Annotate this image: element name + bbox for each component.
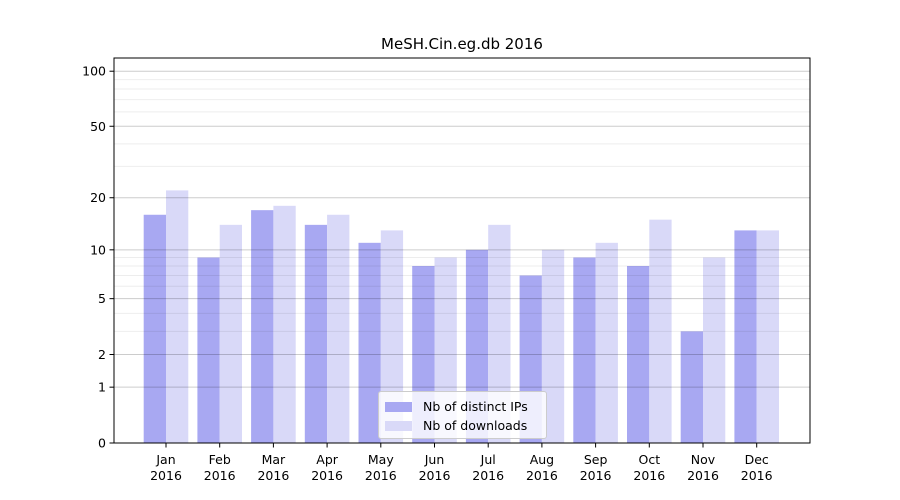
x-tick-label-year-apr: 2016 (311, 468, 343, 483)
x-tick-label-year-sep: 2016 (580, 468, 612, 483)
y-tick-label-20: 20 (90, 190, 106, 205)
y-tick-label-10: 10 (90, 242, 106, 257)
bar-distinct-ips-mar (251, 210, 274, 443)
x-tick-label-year-feb: 2016 (204, 468, 236, 483)
x-tick-label-month-feb: Feb (209, 452, 231, 467)
bar-downloads-mar (273, 205, 296, 443)
x-tick-label-year-oct: 2016 (633, 468, 665, 483)
x-tick-label-month-jun: Jun (424, 452, 445, 467)
bar-downloads-dec (756, 230, 779, 443)
legend-swatch-distinct-ips (385, 401, 412, 412)
x-tick-label-month-jul: Jul (480, 452, 496, 467)
y-tick-label-2: 2 (98, 347, 106, 362)
y-tick-label-5: 5 (98, 291, 106, 306)
x-tick-label-month-sep: Sep (584, 452, 608, 467)
x-tick-label-year-nov: 2016 (687, 468, 719, 483)
legend-swatch-downloads (385, 420, 412, 431)
x-tick-label-month-may: May (368, 452, 394, 467)
bar-downloads-nov (703, 257, 726, 443)
legend: Nb of distinct IPs Nb of downloads (378, 391, 547, 439)
y-tick-label-100: 100 (82, 64, 106, 79)
legend-item-downloads: Nb of downloads (385, 416, 538, 435)
legend-label-downloads: Nb of downloads (423, 418, 528, 433)
x-tick-label-year-jan: 2016 (150, 468, 182, 483)
bar-distinct-ips-may (358, 242, 381, 443)
x-tick-label-year-mar: 2016 (257, 468, 289, 483)
x-tick-label-year-dec: 2016 (741, 468, 773, 483)
x-tick-label-year-may: 2016 (365, 468, 397, 483)
bar-distinct-ips-oct (627, 265, 650, 443)
x-tick-label-month-apr: Apr (316, 452, 338, 467)
x-tick-label-year-jun: 2016 (419, 468, 451, 483)
bar-downloads-apr (327, 214, 350, 443)
bar-distinct-ips-apr (304, 224, 328, 443)
bar-downloads-jul (488, 224, 511, 443)
x-tick-label-month-oct: Oct (638, 452, 660, 467)
bar-downloads-may (380, 230, 404, 443)
y-tick-label-1: 1 (98, 380, 106, 395)
bar-distinct-ips-nov (680, 331, 703, 443)
plot-frame (113, 57, 811, 444)
bar-downloads-jan (166, 190, 189, 443)
bar-downloads-oct (649, 219, 672, 443)
x-tick-label-month-dec: Dec (745, 452, 769, 467)
legend-item-distinct-ips: Nb of distinct IPs (385, 397, 538, 416)
x-tick-label-month-aug: Aug (530, 452, 554, 467)
bar-distinct-ips-feb (197, 257, 220, 443)
legend-label-distinct-ips: Nb of distinct IPs (423, 399, 528, 414)
chart-title: MeSH.Cin.eg.db 2016 (381, 35, 543, 53)
bar-downloads-feb (219, 224, 242, 443)
x-tick-label-year-aug: 2016 (526, 468, 558, 483)
x-tick-label-year-jul: 2016 (472, 468, 504, 483)
y-tick-label-0: 0 (98, 436, 106, 451)
bar-distinct-ips-jan (143, 214, 166, 443)
y-tick-label-50: 50 (90, 119, 106, 134)
bar-downloads-sep (595, 242, 618, 443)
x-tick-label-month-jan: Jan (155, 452, 175, 467)
x-tick-label-month-nov: Nov (691, 452, 716, 467)
bar-distinct-ips-dec (734, 230, 757, 443)
x-tick-label-month-mar: Mar (262, 452, 286, 467)
bar-distinct-ips-sep (573, 257, 596, 443)
bar-downloads-aug (541, 249, 565, 443)
